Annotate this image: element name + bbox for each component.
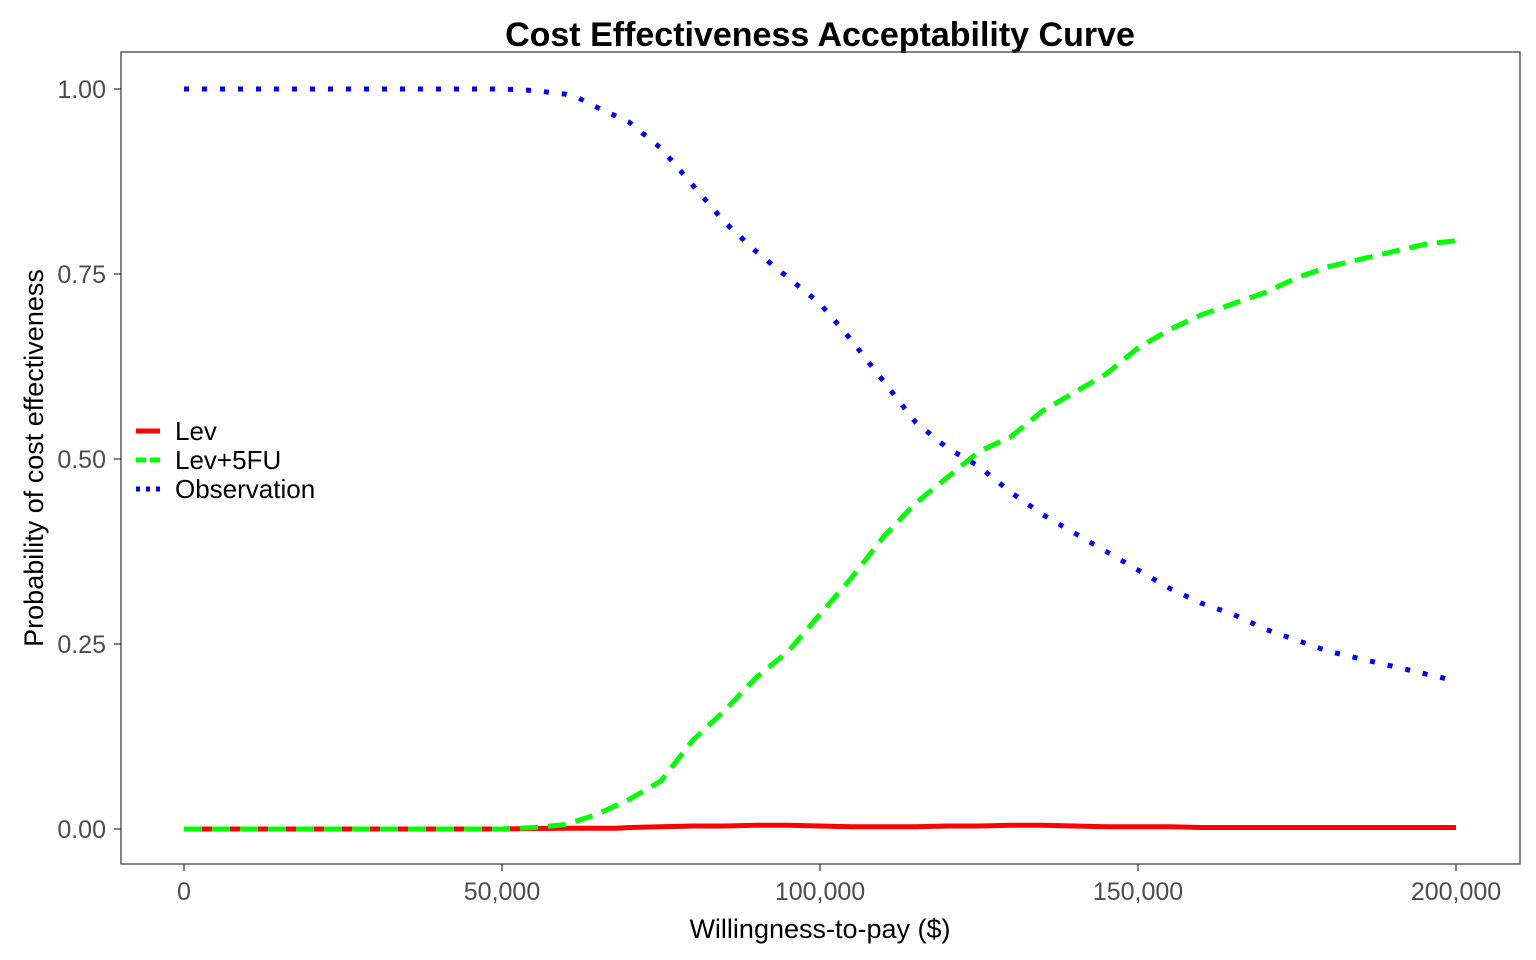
y-tick-label: 0.00 <box>57 816 106 844</box>
x-tick-label: 150,000 <box>1093 878 1183 906</box>
chart-title: Cost Effectiveness Acceptability Curve <box>505 16 1135 54</box>
y-tick-label: 1.00 <box>57 76 106 104</box>
x-axis: 0 50,000 100,000 150,000 200,000 <box>177 864 1501 906</box>
y-axis: 0.00 0.25 0.50 0.75 1.00 <box>57 76 121 844</box>
y-tick-label: 0.25 <box>57 631 106 659</box>
x-axis-label: Willingness-to-pay ($) <box>689 914 950 944</box>
legend-label: Lev+5FU <box>175 445 281 475</box>
series-line-lev <box>184 822 1456 832</box>
series-lines <box>184 86 1457 832</box>
x-tick-label: 100,000 <box>775 878 865 906</box>
y-tick-label: 0.50 <box>57 446 106 474</box>
plot-panel <box>120 51 1521 865</box>
legend-label: Observation <box>175 474 315 504</box>
y-tick-label: 0.75 <box>57 261 106 289</box>
series-line-lev-5fu <box>184 238 1457 832</box>
x-tick-label: 0 <box>177 878 191 906</box>
x-tick-label: 50,000 <box>464 878 540 906</box>
legend-label: Lev <box>175 416 217 446</box>
x-tick-label: 200,000 <box>1411 878 1501 906</box>
series-line-observation <box>184 86 1457 684</box>
y-axis-label: Probability of cost effectiveness <box>19 269 49 647</box>
